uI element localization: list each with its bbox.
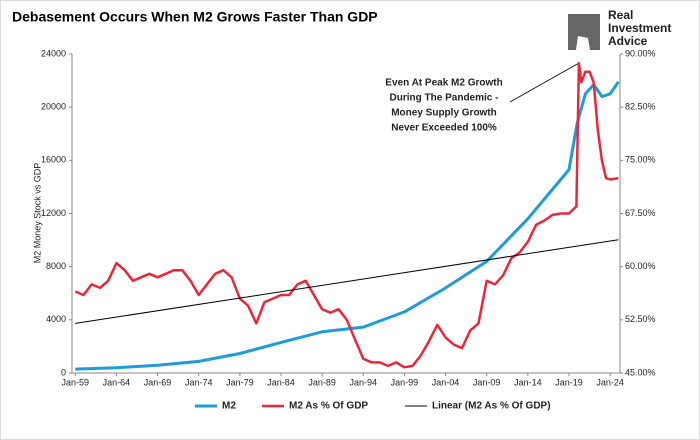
x-tick-label: Jan-74 <box>185 377 213 387</box>
logo-text: Advice <box>608 34 648 48</box>
y-tick-label: 24000 <box>41 48 66 58</box>
series-line <box>75 239 619 324</box>
logo-text: Real <box>608 8 633 22</box>
x-tick-label: Jan-94 <box>350 377 378 387</box>
annotation-text: Even At Peak M2 Growth <box>385 78 502 89</box>
x-tick-label: Jan-19 <box>555 377 583 387</box>
y2-tick-label: 82.50% <box>625 102 656 112</box>
x-tick-label: Jan-04 <box>432 377 460 387</box>
y2-tick-label: 75.00% <box>625 155 656 165</box>
legend-label: Linear (M2 As % Of GDP) <box>432 401 551 412</box>
y-tick-label: 4000 <box>46 314 66 324</box>
y2-tick-label: 60.00% <box>625 261 656 271</box>
x-tick-label: Jan-69 <box>144 377 172 387</box>
y2-tick-label: 67.50% <box>625 208 656 218</box>
y2-tick-label: 45.00% <box>625 367 656 377</box>
annotation-text: During The Pandemic - <box>390 93 499 104</box>
y-tick-label: 16000 <box>41 155 66 165</box>
logo-text: Investment <box>608 21 671 35</box>
y2-tick-label: 90.00% <box>625 48 656 58</box>
series-line <box>74 61 619 369</box>
y-axis-label: M2 Money Stock vs GDP <box>32 163 42 264</box>
y-tick-label: 8000 <box>46 261 66 271</box>
logo-icon <box>568 14 600 50</box>
annotation-arrow <box>509 62 580 103</box>
legend-label: M2 As % Of GDP <box>289 401 368 412</box>
annotation: Even At Peak M2 Growth During The Pandem… <box>385 62 580 134</box>
x-tick-label: Jan-14 <box>514 377 542 387</box>
annotation-text: Never Exceeded 100% <box>391 123 497 134</box>
x-tick-label: Jan-59 <box>62 377 90 387</box>
x-tick-label: Jan-24 <box>596 377 624 387</box>
chart-title: Debasement Occurs When M2 Grows Faster T… <box>12 9 378 25</box>
x-tick-label: Jan-89 <box>308 377 336 387</box>
y2-tick-label: 52.50% <box>625 314 656 324</box>
y-tick-label: 12000 <box>41 208 66 218</box>
y-tick-label: 20000 <box>41 102 66 112</box>
x-tick-label: Jan-84 <box>267 377 295 387</box>
x-tick-label: Jan-79 <box>226 377 254 387</box>
legend-label: M2 <box>222 401 236 412</box>
annotation-text: Money Supply Growth <box>391 108 497 119</box>
x-tick-label: Jan-09 <box>473 377 501 387</box>
x-tick-label: Jan-99 <box>391 377 419 387</box>
y-tick-label: 0 <box>61 367 66 377</box>
logo: Real Investment Advice <box>568 8 671 50</box>
x-tick-label: Jan-64 <box>103 377 131 387</box>
